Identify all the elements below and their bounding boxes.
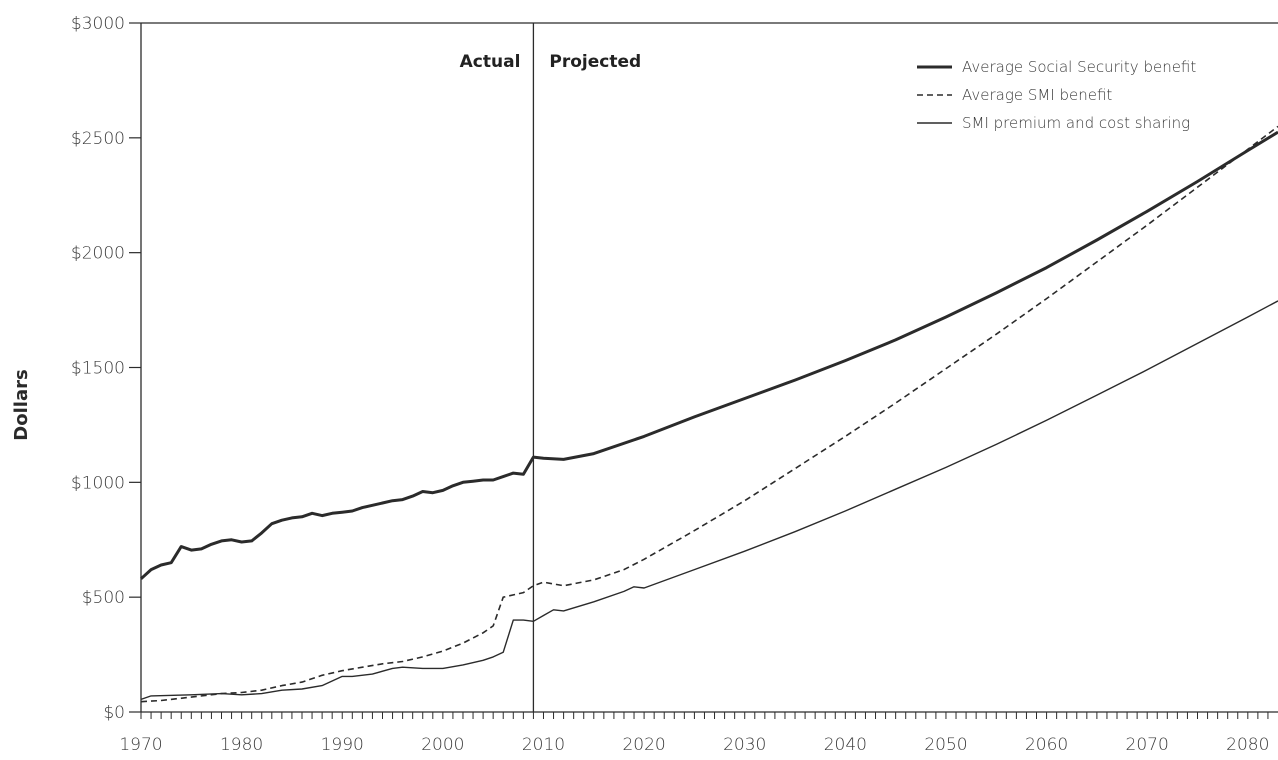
projected-label: Projected xyxy=(549,52,641,72)
legend-label: SMI premium and cost sharing xyxy=(962,114,1190,132)
series-line-1 xyxy=(139,130,1278,580)
y-tick-label: $1500 xyxy=(71,359,125,379)
x-tick-label: 2000 xyxy=(421,735,464,755)
legend-label: Average SMI benefit xyxy=(962,86,1112,104)
legend-label: Average Social Security benefit xyxy=(962,58,1196,76)
x-tick-label: 2020 xyxy=(622,735,665,755)
y-tick-label: $1000 xyxy=(71,473,125,493)
series-line-2 xyxy=(140,125,1278,703)
actual-label: Actual xyxy=(460,52,521,72)
legend: Average Social Security benefit Average S… xyxy=(917,58,1196,132)
y-tick-label: $2000 xyxy=(71,244,125,264)
axes-layer: $0 $500 $1000 $1500 $2000 $2500 $3000 1970 1980 1… xyxy=(71,14,1278,755)
x-tick-label: 2010 xyxy=(522,735,565,755)
series-layer xyxy=(139,125,1278,703)
labels-layer: Dollars Actual Projected xyxy=(11,52,641,441)
x-tick-label: 2060 xyxy=(1025,735,1068,755)
x-tick-label: 2050 xyxy=(924,735,967,755)
y-tick-label: $2500 xyxy=(71,129,125,149)
y-tick-label: $500 xyxy=(82,588,125,608)
x-tick-label: 2070 xyxy=(1126,735,1169,755)
x-tick-label: 2030 xyxy=(723,735,766,755)
y-axis-title: Dollars xyxy=(11,369,32,440)
series-line-3 xyxy=(140,300,1278,701)
y-tick-label: $3000 xyxy=(71,14,125,34)
x-tick-label: 2080 xyxy=(1226,735,1269,755)
x-tick-label: 1970 xyxy=(119,735,162,755)
x-tick-label: 1980 xyxy=(220,735,263,755)
x-tick-label: 1990 xyxy=(321,735,364,755)
x-tick-label: 2040 xyxy=(824,735,867,755)
y-tick-label: $0 xyxy=(103,703,125,723)
